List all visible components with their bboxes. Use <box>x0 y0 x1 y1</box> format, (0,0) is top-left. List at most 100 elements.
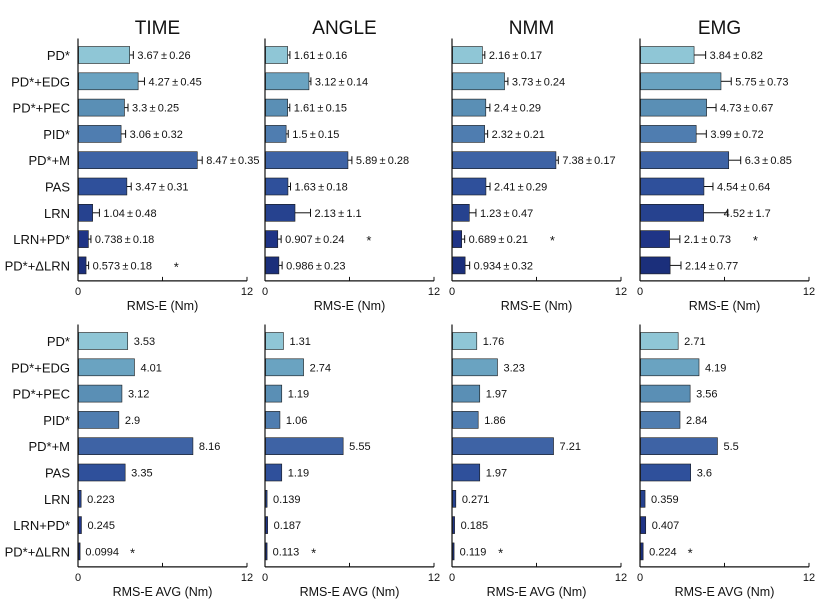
bar <box>265 542 268 561</box>
x-tick-label: 0 <box>75 286 81 298</box>
significance-star: * <box>174 259 179 274</box>
x-tick-label: 0 <box>262 572 268 584</box>
bar <box>78 384 123 403</box>
data-label: 3.12 ± 0.14 <box>315 76 368 88</box>
data-label: 0.185 <box>461 520 489 532</box>
data-label: 0.113 <box>273 546 300 558</box>
x-tick-label: 12 <box>615 572 627 584</box>
bar <box>640 358 700 377</box>
bar <box>78 411 120 429</box>
bar <box>78 98 125 117</box>
bar <box>78 358 135 377</box>
significance-star: * <box>130 545 135 560</box>
x-axis-label: RMS-E AVG (Nm) <box>487 585 587 599</box>
data-label: 0.907 ± 0.24 <box>285 234 344 246</box>
x-tick-label: 12 <box>428 286 440 298</box>
bar <box>640 542 644 561</box>
data-label: 1.97 <box>486 389 507 401</box>
bar <box>452 98 487 117</box>
category-label: PD*+PEC <box>13 101 70 116</box>
category-label: PD* <box>47 334 70 349</box>
bar <box>265 98 288 117</box>
data-label: 0.738 ± 0.18 <box>95 234 154 246</box>
data-label: 1.86 <box>484 415 505 427</box>
panel-title: TIME <box>135 18 180 39</box>
data-label: 0.224 <box>649 546 677 558</box>
data-label: 2.14 ± 0.77 <box>685 260 738 272</box>
bar <box>452 437 554 456</box>
bar <box>452 463 481 482</box>
data-label: 3.6 <box>697 468 712 480</box>
bar <box>452 230 463 248</box>
bar <box>265 437 344 456</box>
data-label: 1.61 ± 0.15 <box>294 103 347 115</box>
bar <box>452 384 481 403</box>
data-label: 4.54 ± 0.64 <box>717 182 770 194</box>
data-label: 1.06 <box>286 415 307 427</box>
significance-star: * <box>550 233 555 248</box>
data-label: 1.04 ± 0.48 <box>103 208 156 220</box>
panel-title: ANGLE <box>312 18 376 39</box>
bar <box>452 358 498 377</box>
bar <box>78 230 89 248</box>
data-label: 0.986 ± 0.23 <box>286 260 345 272</box>
significance-star: * <box>498 545 503 560</box>
significance-star: * <box>366 233 371 248</box>
bar <box>452 516 455 534</box>
data-label: 3.99 ± 0.72 <box>710 129 763 141</box>
data-label: 1.31 <box>289 336 310 348</box>
data-label: 0.187 <box>274 520 302 532</box>
category-label: LRN+PD* <box>13 518 70 533</box>
x-tick-label: 0 <box>449 572 455 584</box>
data-label: 5.5 <box>723 441 738 453</box>
bar <box>640 489 646 508</box>
bar <box>452 177 487 196</box>
data-label: 5.75 ± 0.73 <box>735 76 788 88</box>
bar <box>265 204 296 222</box>
x-tick-label: 12 <box>241 572 253 584</box>
data-label: 8.47 ± 0.35 <box>206 155 259 167</box>
data-label: 1.76 <box>483 336 504 348</box>
data-label: 2.13 ± 1.1 <box>314 208 361 220</box>
bar <box>452 125 485 143</box>
data-label: 3.23 <box>503 362 524 374</box>
x-tick-label: 12 <box>241 286 253 298</box>
data-label: 3.53 <box>134 336 155 348</box>
data-label: 1.23 ± 0.47 <box>480 208 533 220</box>
category-label: PD*+EDG <box>11 360 70 375</box>
bar <box>265 358 304 377</box>
bar <box>640 384 691 403</box>
data-label: 0.223 <box>87 494 115 506</box>
data-label: 0.0994 <box>85 546 119 558</box>
bar <box>265 177 289 196</box>
data-label: 4.19 <box>705 362 726 374</box>
category-label: LRN+PD* <box>13 232 70 247</box>
category-label: PD* <box>47 48 70 63</box>
data-label: 2.74 <box>310 362 331 374</box>
bar <box>640 204 704 222</box>
significance-star: * <box>753 233 758 248</box>
x-axis-label: RMS-E AVG (Nm) <box>675 585 775 599</box>
significance-star: * <box>688 545 693 560</box>
bar <box>78 151 198 169</box>
data-label: 3.47 ± 0.31 <box>135 182 188 194</box>
bar <box>78 46 130 64</box>
bar <box>452 151 557 169</box>
data-label: 0.359 <box>651 494 679 506</box>
data-label: 7.21 <box>560 441 581 453</box>
data-label: 5.89 ± 0.28 <box>356 155 409 167</box>
data-label: 3.12 <box>128 389 149 401</box>
bar <box>640 177 705 196</box>
data-label: 1.5 ± 0.15 <box>292 129 339 141</box>
x-tick-label: 12 <box>803 572 815 584</box>
bar <box>640 411 681 429</box>
x-tick-label: 0 <box>637 286 643 298</box>
x-tick-label: 0 <box>75 572 81 584</box>
data-label: 1.19 <box>288 468 309 480</box>
bar <box>78 332 129 350</box>
bar <box>452 332 478 350</box>
data-label: 1.97 <box>486 468 507 480</box>
data-label: 1.19 <box>288 389 309 401</box>
data-label: 4.52 ± 1.7 <box>724 208 771 220</box>
x-axis-label: RMS-E AVG (Nm) <box>300 585 400 599</box>
